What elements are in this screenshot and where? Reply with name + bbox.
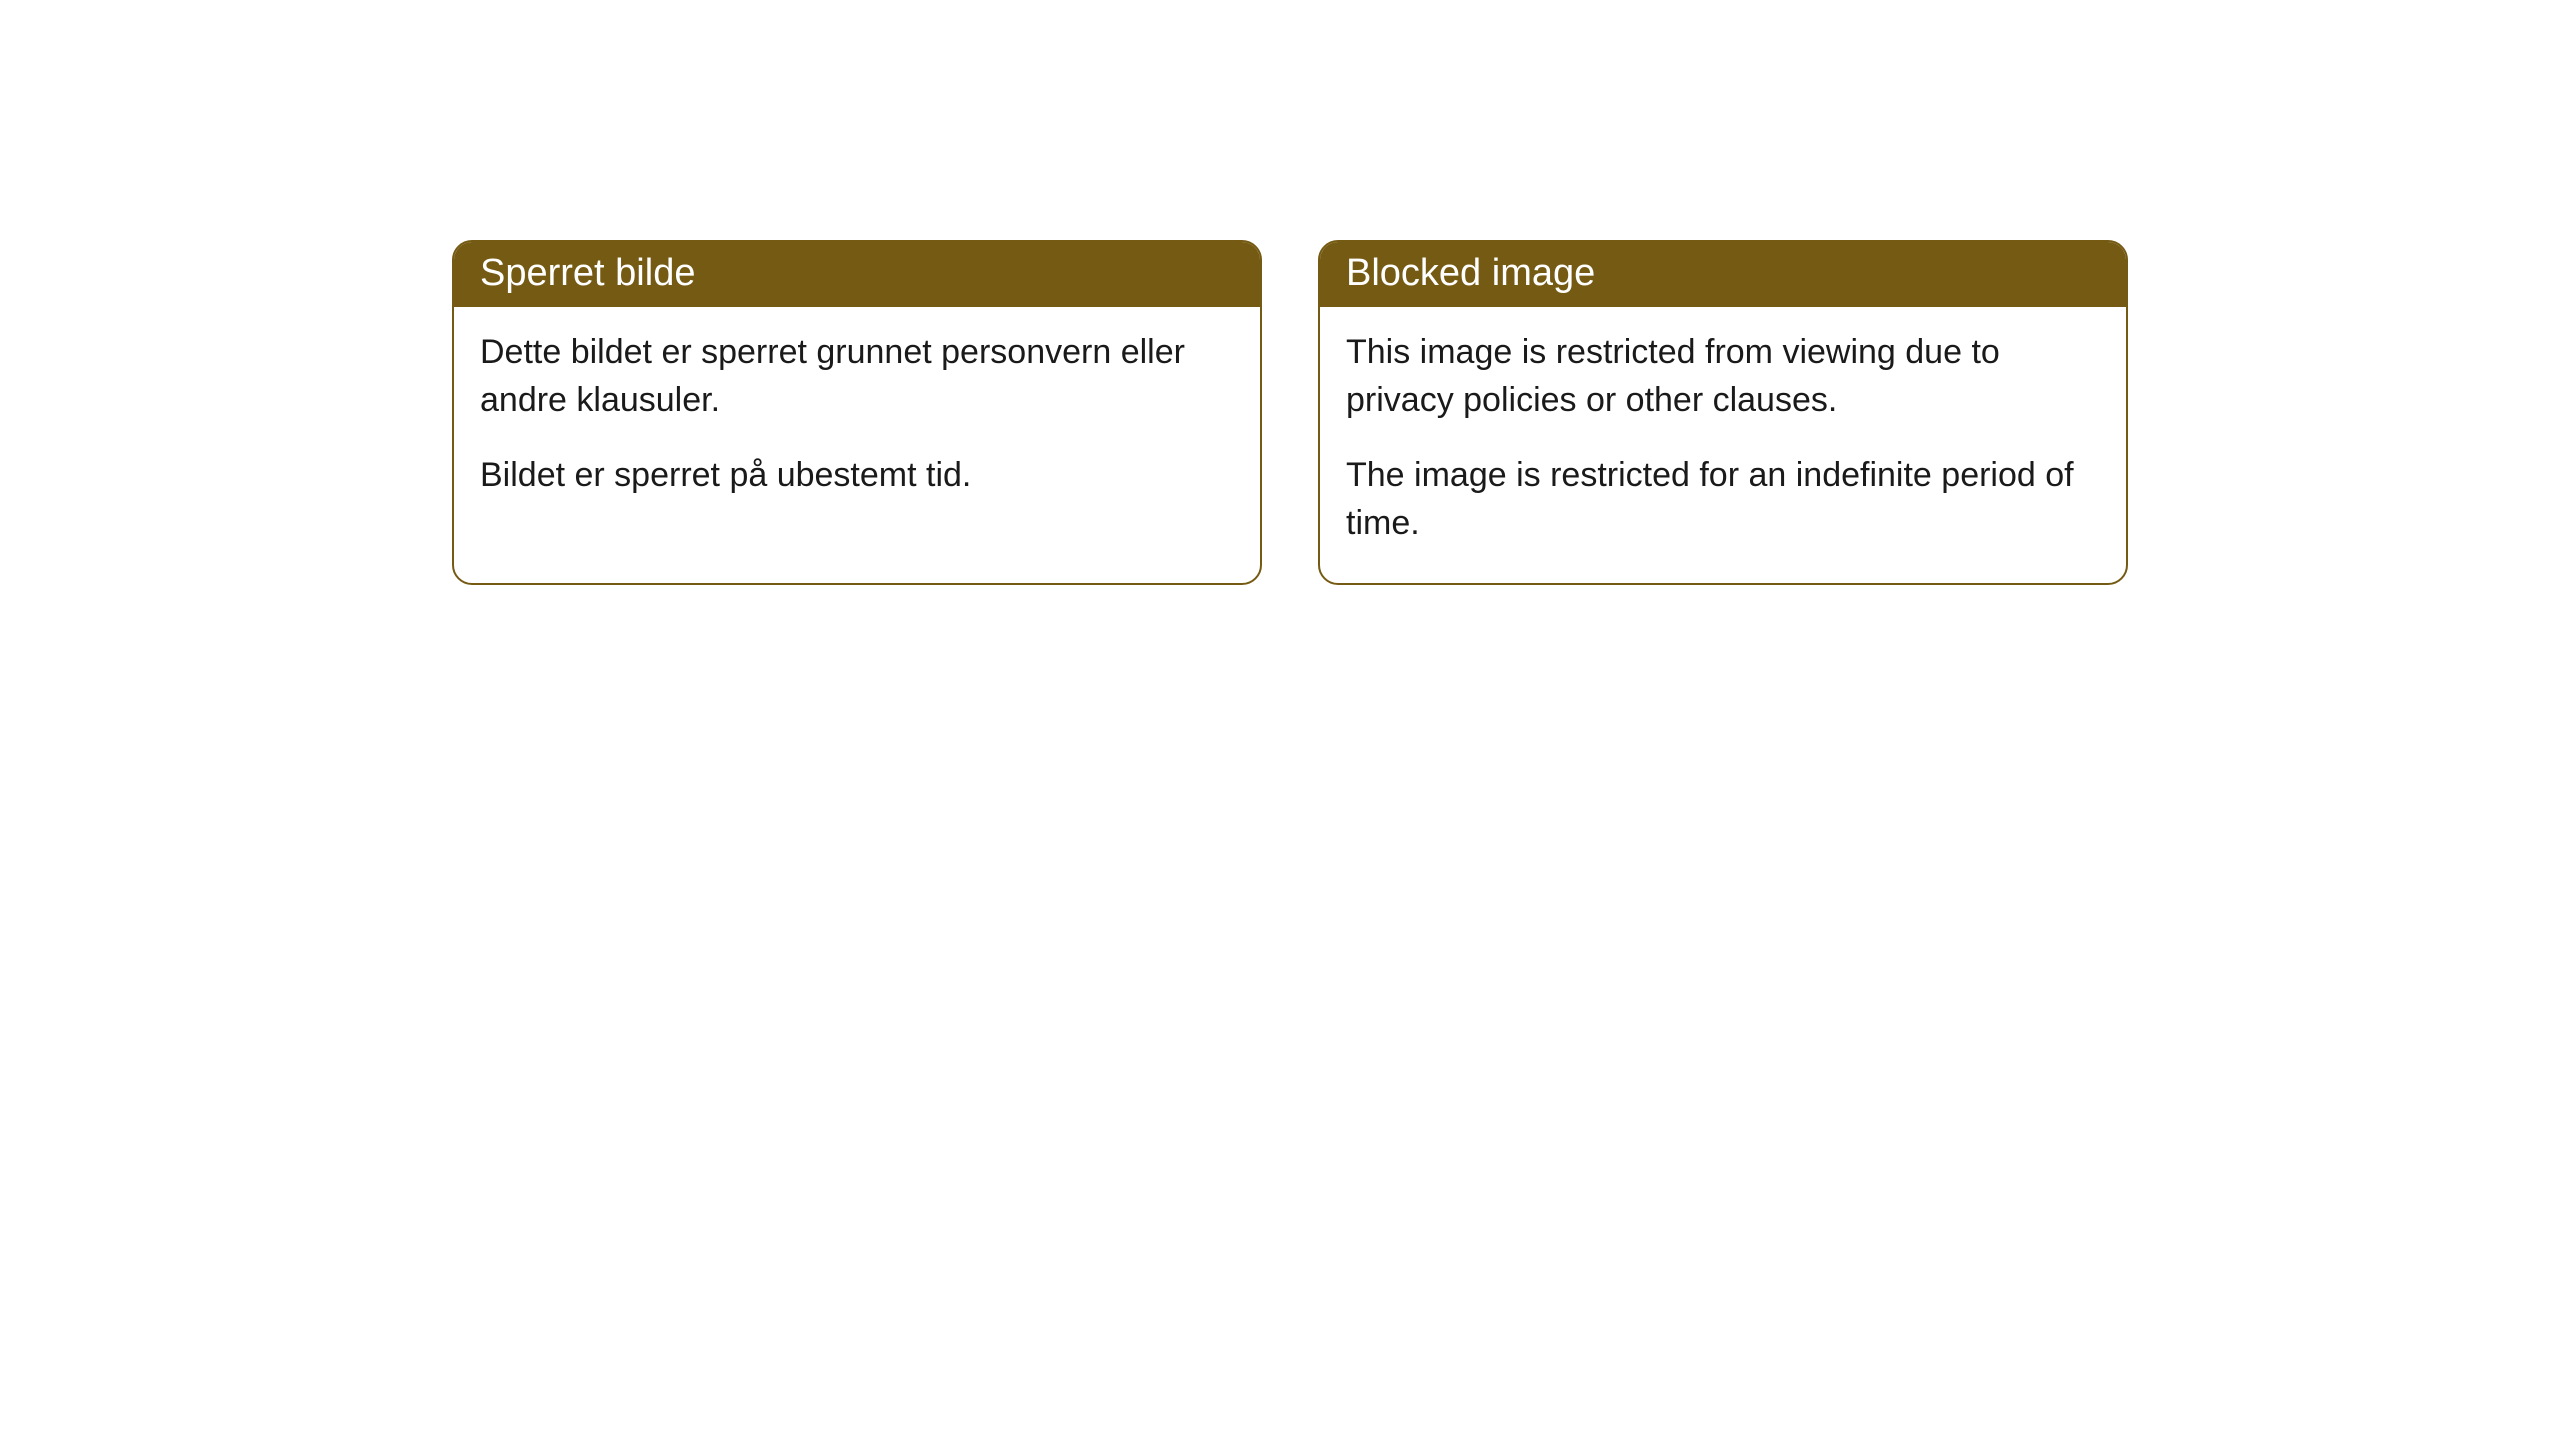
card-paragraph: The image is restricted for an indefinit… [1346,452,2100,547]
blocked-image-card-english: Blocked image This image is restricted f… [1318,240,2128,585]
card-header: Sperret bilde [454,242,1260,307]
card-body: Dette bildet er sperret grunnet personve… [454,307,1260,536]
notice-cards-container: Sperret bilde Dette bildet er sperret gr… [0,0,2560,585]
card-paragraph: This image is restricted from viewing du… [1346,329,2100,424]
blocked-image-card-norwegian: Sperret bilde Dette bildet er sperret gr… [452,240,1262,585]
card-body: This image is restricted from viewing du… [1320,307,2126,583]
card-paragraph: Dette bildet er sperret grunnet personve… [480,329,1234,424]
card-paragraph: Bildet er sperret på ubestemt tid. [480,452,1234,500]
card-header: Blocked image [1320,242,2126,307]
